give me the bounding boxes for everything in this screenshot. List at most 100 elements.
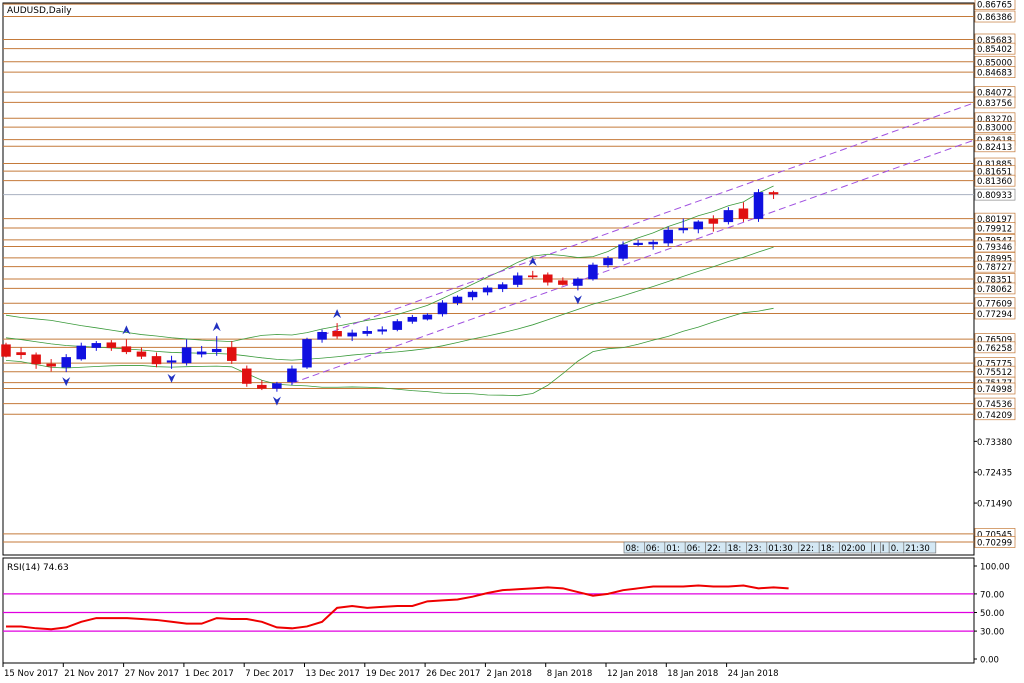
- candle-body: [16, 352, 26, 356]
- candle-body: [196, 351, 207, 355]
- candle: [573, 277, 583, 291]
- candle: [242, 365, 252, 387]
- time-box-label: 08:: [626, 544, 640, 554]
- candle-body: [106, 342, 117, 348]
- candle: [528, 270, 538, 279]
- level-label: 0.84072: [977, 89, 1012, 99]
- candle: [362, 326, 372, 337]
- level-label-box: [974, 42, 1016, 55]
- level-label-box: [974, 96, 1016, 109]
- current-price-label: 0.80933: [977, 191, 1012, 201]
- candle: [497, 282, 508, 293]
- candle: [196, 345, 207, 358]
- level-label-box: [974, 121, 1016, 133]
- band-upper: [5, 185, 774, 342]
- candle: [543, 272, 553, 286]
- level-label-box: [974, 240, 1016, 253]
- current-price-box: [974, 188, 1016, 201]
- candle: [257, 380, 267, 391]
- candle-body: [76, 345, 86, 360]
- time-box-label: 0.: [891, 544, 899, 554]
- candle-body: [272, 383, 282, 389]
- time-box-label: 02:00: [841, 544, 866, 554]
- candle-body: [227, 347, 237, 361]
- fractal-down-arrow: [272, 396, 281, 406]
- level-label-box: [974, 341, 1016, 354]
- candle-body: [287, 368, 297, 383]
- date-tick-label: 26 Dec 2017: [426, 669, 480, 679]
- level-label: 0.85402: [977, 45, 1012, 55]
- candle-body: [738, 208, 749, 219]
- candle: [407, 314, 418, 324]
- date-tick-label: 13 Dec 2017: [306, 669, 360, 679]
- rsi-title: RSI(14) 74.63: [7, 563, 69, 573]
- rsi-tick-label: 30.00: [980, 628, 1004, 638]
- fractal-up-arrow: [212, 322, 221, 332]
- time-boxes: 08: 06: 01: 06: 22: 18: 23: 01:30 22: 18: 02:00 I I 0…: [623, 541, 937, 554]
- candle: [76, 342, 86, 361]
- price-tick-label: 0.73380: [977, 438, 1012, 448]
- candle: [332, 323, 342, 339]
- level-label: 0.83000: [977, 124, 1012, 134]
- candle: [768, 190, 779, 199]
- level-label: 0.74536: [977, 400, 1012, 410]
- candle: [648, 239, 658, 250]
- time-box-label: 06:: [646, 544, 660, 554]
- time-box-label: 23:: [748, 544, 762, 554]
- date-axis-labels: 15 Nov 2017 21 Nov 2017 27 Nov 2017 1 Dec 2…: [2, 663, 779, 679]
- candle-body: [317, 331, 327, 340]
- candle-body: [437, 302, 448, 315]
- price-tick-label: 0.72435: [977, 469, 1012, 479]
- price-tick-label: 0.71490: [977, 500, 1012, 510]
- candle-body: [723, 210, 734, 223]
- candle-body: [497, 284, 508, 290]
- fractal-down-arrow: [62, 377, 71, 387]
- candle: [633, 239, 643, 247]
- candle: [106, 340, 117, 351]
- candle-body: [407, 316, 418, 322]
- date-tick-label: 7 Dec 2017: [245, 669, 294, 679]
- candle: [558, 277, 568, 286]
- date-tick-label: 8 Jan 2018: [547, 669, 593, 679]
- candle: [272, 381, 282, 392]
- level-label-box: [974, 222, 1016, 234]
- candle: [136, 347, 147, 360]
- time-box-label: 22:: [707, 544, 721, 554]
- candle-body: [151, 356, 162, 365]
- candle: [422, 313, 433, 321]
- level-label: 0.78727: [977, 263, 1012, 273]
- candle-body: [302, 339, 312, 368]
- date-tick-label: 1 Dec 2017: [185, 669, 234, 679]
- band-lower: [5, 307, 774, 397]
- rsi-axis-labels: 100.00 70.00 50.00 30.00 0.00: [974, 563, 1010, 666]
- level-label-box: [974, 282, 1016, 295]
- level-label: 0.85000: [977, 58, 1012, 68]
- level-label: 0.78351: [977, 275, 1012, 285]
- date-tick-label: 12 Jan 2018: [607, 669, 658, 679]
- candle-body: [121, 346, 132, 353]
- candle-body: [211, 348, 222, 353]
- candle: [618, 241, 628, 262]
- level-label: 0.70299: [977, 538, 1012, 548]
- level-label: 0.77294: [977, 310, 1012, 320]
- level-label-box: [974, 382, 1016, 395]
- candle: [31, 352, 41, 369]
- candle: [392, 319, 403, 332]
- candle-body: [543, 274, 553, 283]
- candle-body: [166, 360, 177, 363]
- level-label: 0.84683: [977, 69, 1012, 79]
- time-box-label: 21:30: [905, 544, 930, 554]
- candle: [151, 352, 162, 368]
- candle: [166, 355, 177, 369]
- candle-body: [603, 258, 613, 266]
- candle: [588, 262, 598, 281]
- candle-body: [512, 275, 523, 285]
- level-label: 0.70545: [977, 530, 1012, 540]
- candle: [61, 354, 71, 373]
- level-label-box: [974, 408, 1016, 421]
- candle-body: [392, 321, 403, 330]
- date-tick-label: 21 Nov 2017: [64, 669, 118, 679]
- candle-body: [633, 242, 643, 245]
- rsi-panel: 100.00 70.00 50.00 30.00 0.00 RSI(14) 74.63: [2, 557, 1010, 666]
